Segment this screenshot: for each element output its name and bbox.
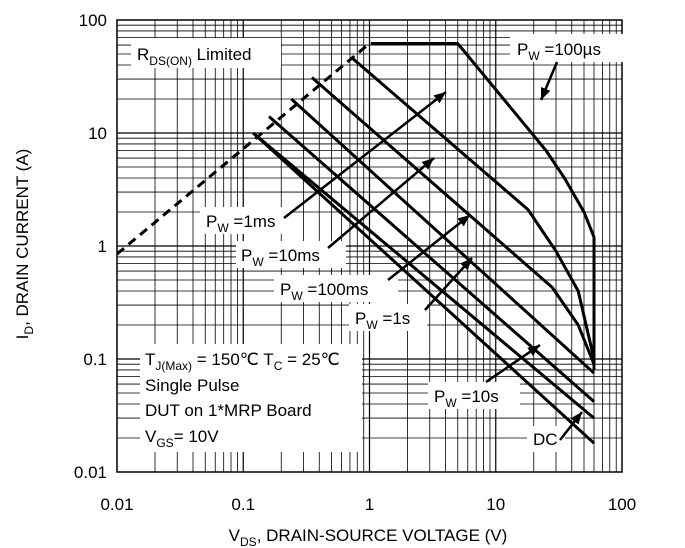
curve-pw-10ms [310,76,596,365]
annotation-bg [200,207,290,234]
y-tick-label: 0.01 [74,463,107,482]
x-tick-label: 0.01 [100,495,133,514]
curve-pw-100-s [379,42,596,370]
arrow-pw-10s [485,343,541,384]
curve-pw-10s [252,131,595,420]
x-tick-label: 0.1 [231,495,255,514]
pw-1s-label: PW =1s [355,309,410,332]
rds-limited-label: RDS(ON) Limited [137,45,251,68]
curve-rds-on-limited [116,42,380,256]
annotation-backgrounds [131,34,632,452]
y-tick-label: 100 [79,11,107,30]
conditions-line-4: VGS= 10V [145,427,219,450]
pw-1ms-label: PW =1ms [206,212,275,235]
annotation-bg [527,426,565,452]
arrow-dc [559,411,583,441]
arrow-pw-100us [539,61,559,101]
curves [116,42,596,445]
conditions-line-2: Single Pulse [145,376,240,395]
conditions-line-3: DUT on 1*MRP Board [145,401,312,420]
x-tick-label: 10 [486,495,505,514]
pw-100us-label: PW =100µs [517,40,601,63]
x-tick-labels: 0.01 0.1 1 10 100 [100,495,636,514]
annotation-bg [131,38,281,68]
conditions-line-1: TJ(Max) = 150℃ TC = 25℃ [145,350,340,373]
y-tick-label: 10 [88,124,107,143]
y-tick-labels: 100 10 1 0.1 0.01 [74,11,107,482]
annotation-bg [428,382,520,409]
arrow-pw-1ms [283,91,447,219]
curve-pw-1s [268,115,595,403]
curve-dc [252,131,596,445]
arrows [283,61,583,441]
x-axis-title: VDS, DRAIN-SOURCE VOLTAGE (V) [229,526,508,548]
arrow-pw-10ms [327,157,435,249]
arrow-pw-100ms [387,214,471,281]
pw-100ms-label: PW =100ms [280,280,368,303]
pw-10ms-label: PW =10ms [241,246,320,269]
arrow-pw-1s [424,257,473,311]
annotation-bg [510,34,632,62]
annotation-bg [236,241,346,268]
y-tick-label: 1 [98,237,107,256]
annotation-bg [349,304,427,331]
y-axis-title: ID, DRAIN CURRENT (A) [13,149,36,340]
plot-frame [116,19,623,473]
curve-pw-1ms [351,56,596,360]
x-tick-label: 1 [365,495,374,514]
annotation-bg [274,275,398,302]
pw-10s-label: PW =10s [434,387,499,410]
annotation-bg [140,344,362,452]
dc-label: DC [533,430,558,449]
y-tick-label: 0.1 [83,350,107,369]
x-tick-label: 100 [608,495,636,514]
